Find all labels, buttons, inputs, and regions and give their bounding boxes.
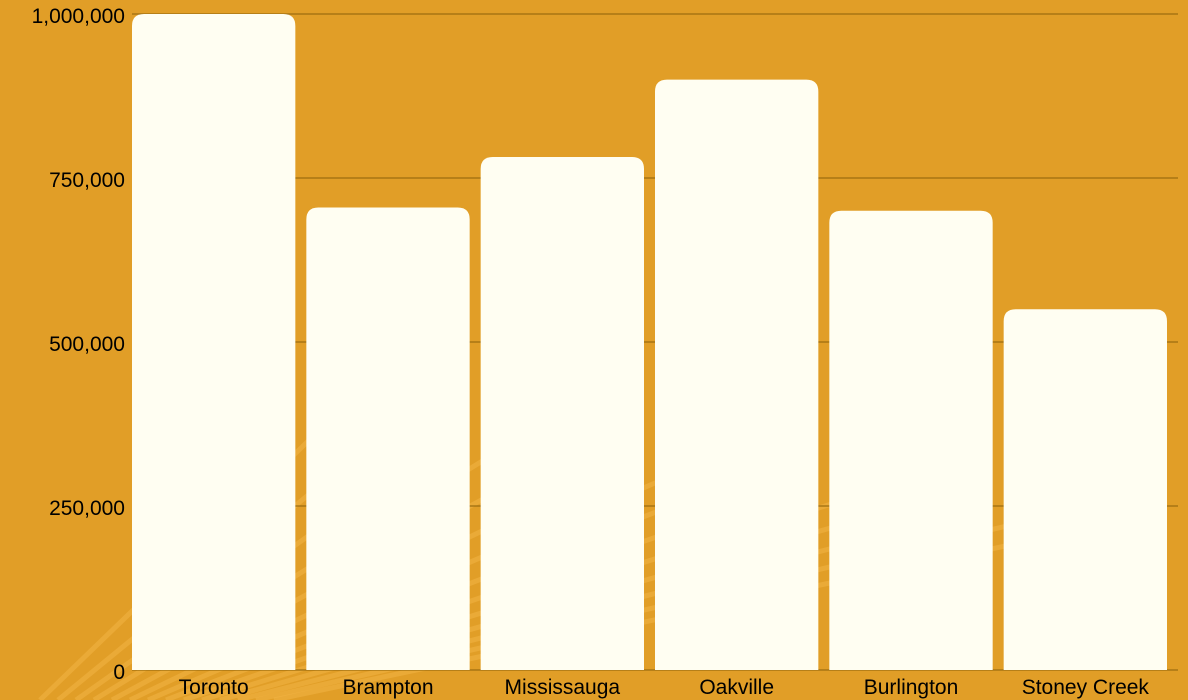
x-category-label: Stoney Creek [1022,676,1150,699]
x-category-label: Mississauga [505,676,621,699]
x-category-label: Oakville [699,676,774,699]
y-tick-label: 250,000 [49,497,125,520]
bars [132,14,1167,671]
bar-oakville [655,79,819,671]
bar-mississauga [480,157,644,670]
y-tick-label: 500,000 [49,333,125,356]
bar-burlington [829,210,993,671]
x-category-label: Brampton [342,676,433,699]
x-category-label: Burlington [864,676,959,699]
bar-brampton [306,207,470,670]
x-axis-labels: Toronto Brampton Mississauga Oakville Burlin… [179,676,1150,699]
x-category-label: Toronto [179,676,249,699]
y-tick-label: 750,000 [49,169,125,192]
y-axis-ticks: 0 250,000 500,000 750,000 1,000,000 [32,5,125,684]
y-tick-label: 0 [113,661,125,684]
bar-stoney-creek [1003,309,1167,670]
bar-toronto [132,14,296,670]
y-tick-label: 1,000,000 [32,5,125,28]
